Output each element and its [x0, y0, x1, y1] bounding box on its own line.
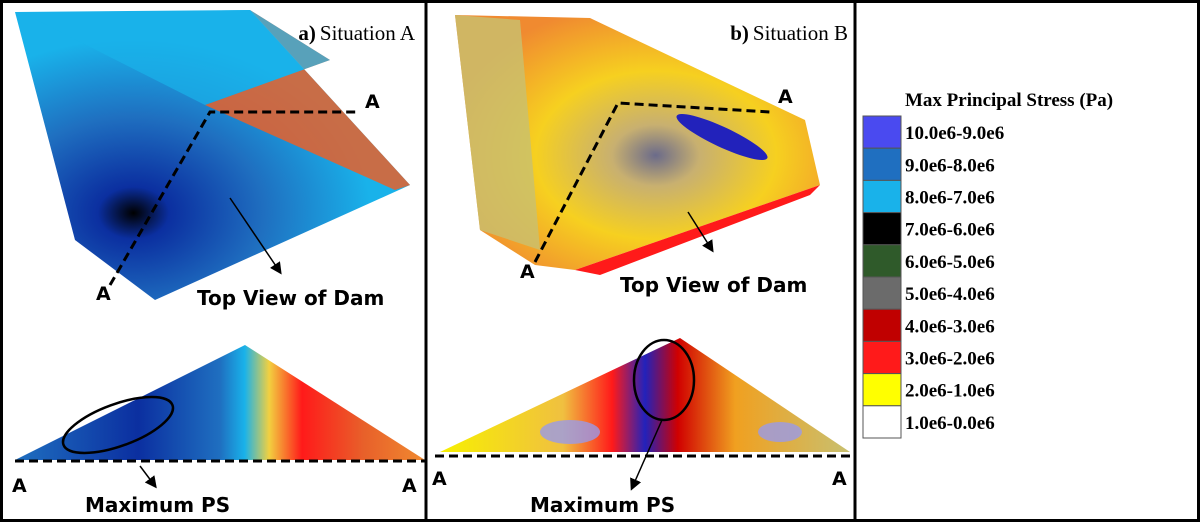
annotation: Top View of Dam — [620, 273, 807, 297]
point-label: A — [432, 468, 447, 490]
legend-label: 10.0e6-9.0e6 — [905, 123, 1004, 144]
legend-swatch — [863, 180, 901, 212]
panel-name: Situation A — [320, 21, 416, 45]
legend-label: 4.0e6-3.0e6 — [905, 316, 995, 337]
panel-letter: a) — [298, 21, 316, 45]
panel-title: a)Situation A — [298, 21, 415, 45]
figure: a)Situation A A A A A Top View of Dam Ma… — [0, 0, 1200, 522]
annotation: Maximum PS — [85, 493, 230, 517]
legend-label: 2.0e6-1.0e6 — [905, 381, 995, 402]
contour-section — [15, 345, 425, 460]
point-label: A — [365, 91, 380, 113]
legend-swatch — [863, 309, 901, 341]
legend-swatch — [863, 116, 901, 148]
contour-zone — [540, 420, 600, 444]
panel-letter: b) — [730, 21, 749, 45]
panel-b: b)Situation B A A A A Top View of Dam Ma… — [432, 15, 850, 517]
point-label: A — [778, 86, 793, 108]
legend-label: 8.0e6-7.0e6 — [905, 188, 995, 209]
legend-title: Max Principal Stress (Pa) — [905, 90, 1113, 111]
legend: Max Principal Stress (Pa) 10.0e6-9.0e6 9.… — [863, 90, 1113, 438]
point-label: A — [520, 261, 535, 283]
panel-name: Situation B — [753, 21, 848, 45]
annotation: Maximum PS — [530, 493, 675, 517]
point-label: A — [832, 468, 847, 490]
point-label: A — [96, 283, 111, 305]
legend-swatch — [863, 213, 901, 245]
legend-label: 9.0e6-8.0e6 — [905, 155, 995, 176]
point-label: A — [402, 475, 417, 497]
legend-swatch — [863, 148, 901, 180]
legend-label: 5.0e6-4.0e6 — [905, 284, 995, 305]
panel-title: b)Situation B — [730, 21, 848, 45]
annotation: Top View of Dam — [197, 286, 384, 310]
legend-label: 1.0e6-0.0e6 — [905, 413, 995, 434]
legend-swatch — [863, 341, 901, 373]
contour-zone — [758, 422, 802, 442]
legend-swatch — [863, 277, 901, 309]
legend-label: 6.0e6-5.0e6 — [905, 252, 995, 273]
point-label: A — [12, 475, 27, 497]
legend-label: 7.0e6-6.0e6 — [905, 220, 995, 241]
legend-label: 3.0e6-2.0e6 — [905, 349, 995, 370]
arrow — [140, 466, 155, 486]
panel-a: a)Situation A A A A A Top View of Dam Ma… — [12, 10, 425, 517]
legend-swatch — [863, 374, 901, 406]
legend-swatch — [863, 245, 901, 277]
legend-swatch — [863, 406, 901, 438]
